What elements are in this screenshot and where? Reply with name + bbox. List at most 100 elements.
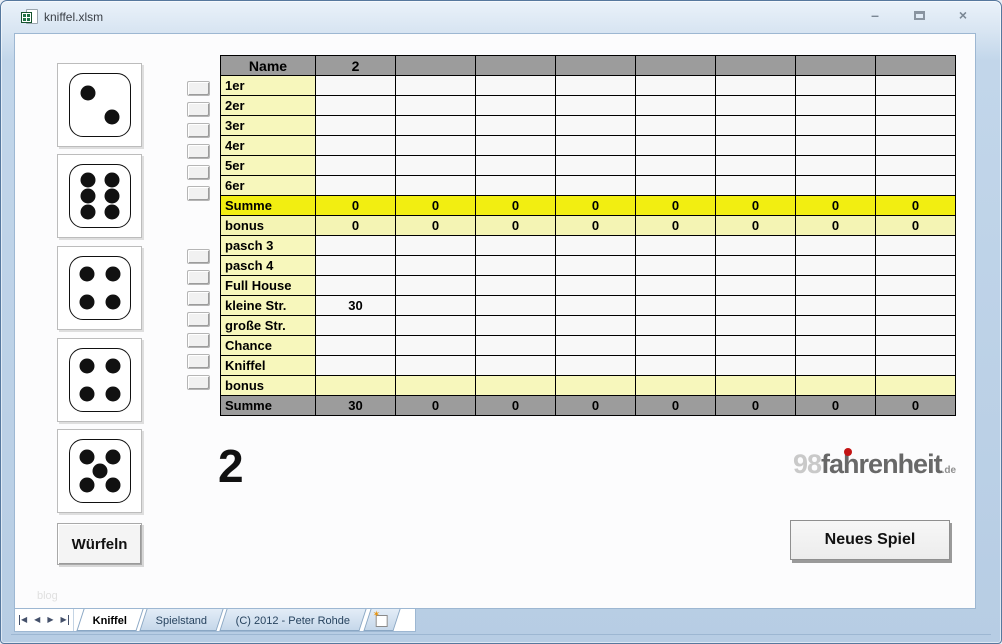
- score-cell: [715, 375, 796, 396]
- select-row-button-gro-e-str[interactable]: [187, 333, 210, 348]
- score-cell: [475, 95, 556, 116]
- insert-sheet-tab[interactable]: [363, 609, 401, 631]
- die-pip: [79, 477, 95, 493]
- score-cell: [395, 235, 476, 256]
- select-row-button-1er[interactable]: [187, 81, 210, 96]
- score-cell: [875, 175, 956, 196]
- die-5-value-5[interactable]: [57, 429, 142, 513]
- score-cell: 0: [875, 195, 956, 216]
- score-cell: [715, 115, 796, 136]
- logo-tld: .de: [941, 465, 957, 476]
- table-row-5er: 5er: [220, 155, 956, 176]
- sheet-tab-bar: ◀ ◀ ▶ ▶ Kniffel Spielstand (C) 2012 - Peter R…: [14, 609, 416, 632]
- excel-file-icon: [21, 8, 38, 26]
- score-cell: [635, 115, 716, 136]
- player-name-cell[interactable]: 2: [315, 55, 396, 76]
- player-header-cell: [795, 55, 876, 76]
- score-cell: 0: [555, 195, 636, 216]
- sheet-tab-label: (C) 2012 - Peter Rohde: [236, 614, 351, 627]
- table-row-4er: 4er: [220, 135, 956, 156]
- score-cell: [875, 295, 956, 316]
- dice-column: [57, 34, 143, 526]
- table-row-6er: 6er: [220, 175, 956, 196]
- die-pip: [79, 386, 95, 402]
- prev-sheet-button-icon[interactable]: ◀: [34, 615, 41, 624]
- table-row-gro-e-str: große Str.: [220, 315, 956, 336]
- score-cell: [715, 175, 796, 196]
- score-cell: [795, 155, 876, 176]
- score-cell: [395, 275, 476, 296]
- sheet-tab-c-2012-peter-rohde[interactable]: (C) 2012 - Peter Rohde: [219, 609, 368, 631]
- score-cell: [555, 355, 636, 376]
- name-column-header: Name: [220, 55, 316, 76]
- score-cell: [635, 335, 716, 356]
- score-cell: [875, 115, 956, 136]
- row-label-kleine-str: kleine Str.: [220, 295, 316, 316]
- score-cell: [475, 295, 556, 316]
- first-sheet-button-icon[interactable]: ◀: [19, 615, 28, 625]
- player-header-cell: [395, 55, 476, 76]
- row-label-2er: 2er: [220, 95, 316, 116]
- die-pip: [80, 172, 96, 188]
- score-cell: 0: [635, 195, 716, 216]
- player-header-cell: [635, 55, 716, 76]
- score-cell: [395, 155, 476, 176]
- select-row-button-6er[interactable]: [187, 186, 210, 201]
- score-cell: [315, 95, 396, 116]
- die-1-value-2[interactable]: [57, 63, 142, 147]
- score-cell: [635, 355, 716, 376]
- faint-text: blog: [37, 590, 58, 602]
- minimize-button[interactable]: –: [871, 7, 879, 23]
- score-cell: [635, 295, 716, 316]
- select-row-button-3er[interactable]: [187, 123, 210, 138]
- score-cell: [555, 315, 636, 336]
- close-button[interactable]: ×: [958, 7, 968, 23]
- score-cell: [475, 115, 556, 136]
- score-cell: [395, 335, 476, 356]
- sheet-tab-label: Spielstand: [155, 614, 208, 627]
- last-sheet-button-icon[interactable]: ▶: [60, 615, 69, 625]
- select-row-button-pasch-3[interactable]: [187, 249, 210, 264]
- die-pip: [105, 386, 121, 402]
- window-title: kniffel.xlsm: [44, 10, 104, 24]
- select-row-button-chance[interactable]: [187, 354, 210, 369]
- select-row-button-full-house[interactable]: [187, 291, 210, 306]
- row-label-5er: 5er: [220, 155, 316, 176]
- row-label-4er: 4er: [220, 135, 316, 156]
- select-row-button-2er[interactable]: [187, 102, 210, 117]
- sheet-tab-kniffel[interactable]: Kniffel: [76, 609, 144, 631]
- score-cell: [315, 255, 396, 276]
- score-cell: [795, 115, 876, 136]
- select-row-button-pasch-4[interactable]: [187, 270, 210, 285]
- sheet-tab-spielstand[interactable]: Spielstand: [139, 609, 224, 631]
- score-cell: [395, 175, 476, 196]
- score-cell: [395, 255, 476, 276]
- new-game-button[interactable]: Neues Spiel: [790, 520, 950, 560]
- select-row-button-kleine-str[interactable]: [187, 312, 210, 327]
- die-4-value-4[interactable]: [57, 338, 142, 422]
- score-cell: 0: [795, 215, 876, 236]
- score-cell: [875, 95, 956, 116]
- die-pip: [79, 449, 95, 465]
- next-sheet-button-icon[interactable]: ▶: [47, 615, 54, 624]
- select-row-button-5er[interactable]: [187, 165, 210, 180]
- select-row-button-4er[interactable]: [187, 144, 210, 159]
- score-cell: [715, 295, 796, 316]
- row-label-bonus: bonus: [220, 375, 316, 396]
- score-cell: [715, 155, 796, 176]
- die-2-value-6[interactable]: [57, 154, 142, 238]
- score-cell: [715, 255, 796, 276]
- sheet-nav-buttons: ◀ ◀ ▶ ▶: [15, 609, 74, 631]
- die-pip: [105, 449, 121, 465]
- select-row-button-kniffel[interactable]: [187, 375, 210, 390]
- maximize-button[interactable]: [909, 5, 929, 25]
- roll-button[interactable]: Würfeln: [57, 523, 142, 565]
- score-cell: 0: [715, 215, 796, 236]
- die-pip: [104, 188, 120, 204]
- sheet-content: Würfeln Name 2 1er 2er 3er 4er 5er 6er Summe 0 0 0 0…: [14, 33, 976, 609]
- die-3-value-4[interactable]: [57, 246, 142, 330]
- score-cell: [475, 355, 556, 376]
- score-cell: [875, 355, 956, 376]
- score-cell: 0: [875, 215, 956, 236]
